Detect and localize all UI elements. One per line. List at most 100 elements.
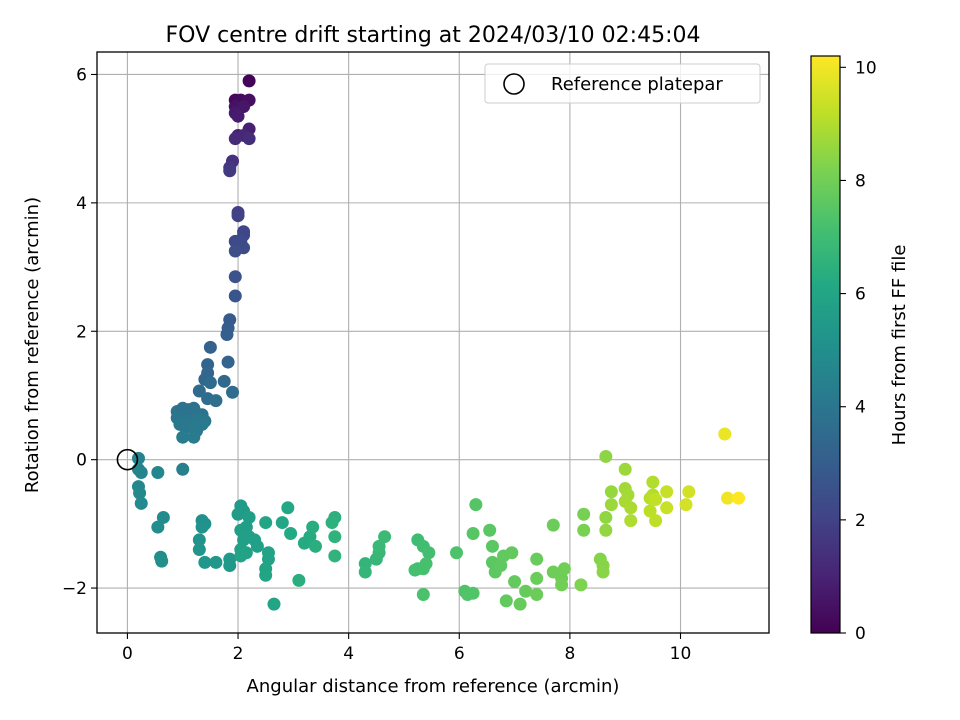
data-point [530, 552, 544, 566]
data-point [483, 523, 497, 537]
colorbar-tick-label: 6 [855, 285, 866, 305]
colorbar-tick-label: 0 [855, 624, 866, 644]
plot-frame [96, 51, 770, 634]
data-point [419, 557, 433, 571]
data-point [151, 520, 165, 534]
data-point [646, 475, 660, 489]
data-point [267, 597, 281, 611]
y-tick-label: −2 [62, 579, 87, 599]
data-point [599, 510, 613, 524]
data-point [599, 449, 613, 463]
reference-point-marker [116, 448, 139, 471]
x-tick-label: 2 [233, 644, 244, 664]
data-point [231, 209, 245, 223]
data-point [134, 496, 148, 510]
x-tick-label: 0 [122, 644, 133, 664]
data-point [422, 546, 436, 560]
data-point [618, 462, 632, 476]
data-point [732, 491, 746, 505]
data-point [195, 520, 209, 534]
data-point [660, 501, 674, 515]
data-point [306, 520, 320, 534]
data-point [221, 355, 235, 369]
data-point [660, 485, 674, 499]
data-point [721, 491, 735, 505]
data-point [577, 523, 591, 537]
data-point [513, 597, 527, 611]
data-point [155, 554, 169, 568]
data-point [203, 376, 217, 390]
data-point [284, 526, 298, 540]
data-point [242, 132, 256, 146]
data-point [574, 578, 588, 592]
x-tick-label: 8 [564, 644, 575, 664]
data-point [228, 132, 242, 146]
x-axis: 0 2 4 6 8 10 [122, 633, 691, 664]
data-point [176, 430, 190, 444]
colorbar-tick-label: 8 [855, 171, 866, 191]
data-point [378, 530, 392, 544]
data-point [499, 594, 513, 608]
colorbar-ticks: 0 2 4 6 8 10 [840, 58, 877, 644]
data-point [250, 539, 264, 553]
data-point [505, 546, 519, 560]
data-point [416, 587, 430, 601]
legend-box [484, 63, 761, 104]
data-point [596, 565, 610, 579]
data-point [292, 573, 306, 587]
data-point [557, 562, 571, 576]
data-point [275, 516, 289, 530]
data-point [220, 327, 234, 341]
legend-label: Reference platepar [551, 74, 723, 95]
colorbar-label: Hours from first FF file [889, 245, 910, 446]
legend: Reference platepar [484, 63, 761, 104]
data-point [485, 539, 499, 553]
y-tick-label: 6 [76, 65, 87, 85]
data-point [679, 498, 693, 512]
data-point [192, 384, 206, 398]
data-point [466, 586, 480, 600]
data-point [176, 462, 190, 476]
data-point [192, 543, 206, 557]
y-axis: −2 0 2 4 6 [62, 65, 97, 599]
data-point [231, 507, 245, 521]
data-point [450, 546, 464, 560]
data-point [131, 451, 145, 465]
data-point [328, 549, 342, 563]
data-point [228, 289, 242, 303]
data-point [187, 430, 201, 444]
data-point [226, 385, 240, 399]
data-point [231, 109, 245, 123]
data-point [328, 530, 342, 544]
data-point [555, 578, 569, 592]
y-tick-label: 2 [76, 322, 87, 342]
reference-marker-layer [116, 448, 139, 471]
colorbar-tick-label: 2 [855, 511, 866, 531]
colorbar-gradient [810, 55, 841, 634]
y-axis-label: Rotation from reference (arcmin) [22, 197, 43, 493]
data-point [259, 516, 273, 530]
data-point [372, 539, 386, 553]
data-point [624, 501, 638, 515]
data-point [203, 340, 217, 354]
data-point [234, 549, 248, 563]
data-point [156, 510, 170, 524]
data-point [604, 485, 618, 499]
data-point [325, 516, 339, 530]
data-point [546, 518, 560, 532]
colorbar-tick-label: 4 [855, 398, 866, 418]
y-tick-label: 0 [76, 451, 87, 471]
data-point [134, 466, 148, 480]
data-point [228, 270, 242, 284]
data-point [133, 486, 147, 500]
data-point [281, 501, 295, 515]
data-point [151, 466, 165, 480]
data-point [649, 492, 663, 506]
data-point [217, 374, 231, 388]
data-point [599, 523, 613, 537]
data-point [718, 427, 732, 441]
data-point [466, 526, 480, 540]
data-point [469, 498, 483, 512]
chart-title: FOV centre drift starting at 2024/03/10 … [166, 23, 701, 48]
